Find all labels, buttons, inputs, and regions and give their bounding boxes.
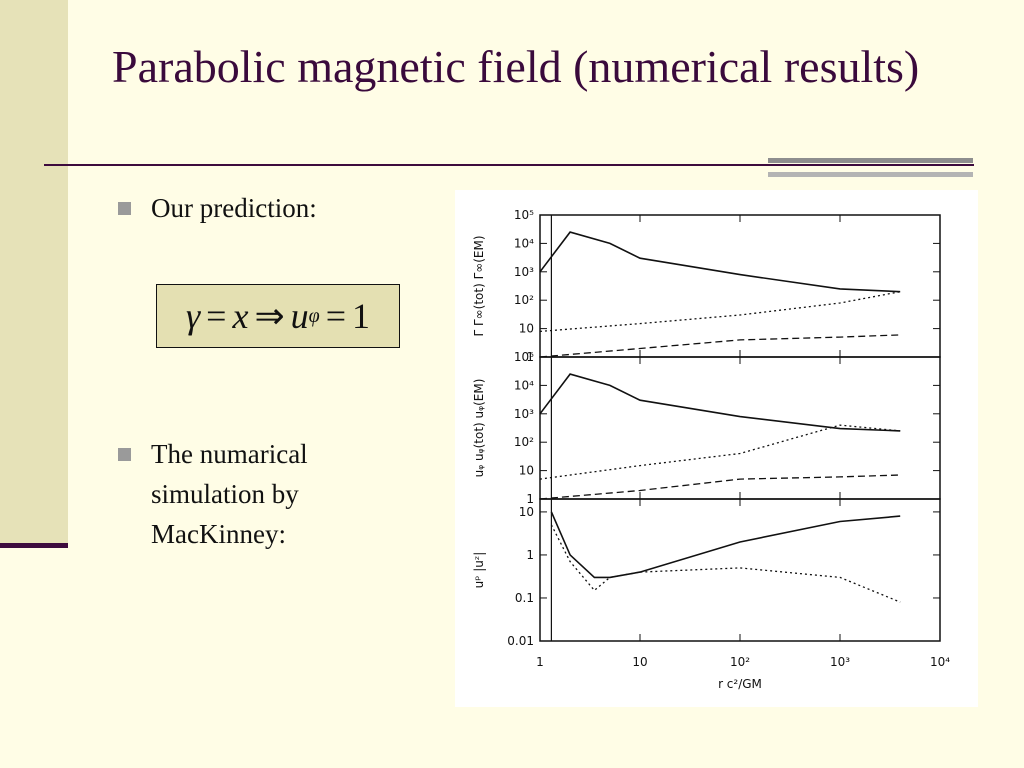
y-tick-label: 10² <box>514 293 534 307</box>
bullet-text: Our prediction: <box>151 188 418 228</box>
bullet-item-prediction: Our prediction: <box>118 188 418 228</box>
bullet-item-simulation: The numarical simulation by MacKinney: <box>118 434 418 554</box>
x-tick-label: 10² <box>730 655 750 669</box>
panel-frame-top <box>540 215 940 357</box>
formula-gamma: γ <box>186 295 200 337</box>
title-rule-accent <box>768 158 973 163</box>
bullet-text: The numarical simulation by MacKinney: <box>151 434 418 554</box>
slide-title: Parabolic magnetic field (numerical resu… <box>112 38 932 96</box>
left-accent-bar <box>0 0 68 545</box>
y-tick-label: 10 <box>519 464 534 478</box>
x-tick-label: 10 <box>632 655 647 669</box>
bullet-square-icon <box>118 448 131 461</box>
y-axis-label: uᵩ uᵩ(tot) uᵩ(EM) <box>472 379 486 478</box>
title-rule-accent-2 <box>768 172 973 177</box>
y-tick-label: 10⁵ <box>514 208 534 222</box>
formula-one: 1 <box>352 295 370 337</box>
y-tick-label: 1 <box>526 492 534 506</box>
x-tick-label: 10³ <box>830 655 850 669</box>
panel-frame-middle <box>540 357 940 499</box>
series-line-bottom-0 <box>551 512 900 578</box>
y-axis-label: uᵖ |uᶻ| <box>472 552 486 589</box>
series-line-bottom-1 <box>551 525 900 602</box>
formula-x: x <box>232 295 248 337</box>
series-line-middle-0 <box>540 374 900 431</box>
series-line-top-2 <box>540 335 900 357</box>
formula-equals-2: = <box>326 295 346 337</box>
y-tick-label: 10² <box>514 435 534 449</box>
bullet-square-icon <box>118 202 131 215</box>
series-line-middle-2 <box>540 475 900 499</box>
y-tick-label: 10 <box>519 322 534 336</box>
title-underline <box>44 164 974 166</box>
simulation-figure: 1 10 10² 10³ 10⁴ 10⁵ Γ Γ∞(tot) Γ∞(EM) 1 10 10² 10³… <box>455 190 978 707</box>
y-tick-label: 10 <box>519 505 534 519</box>
left-accent-line <box>0 543 68 548</box>
y-tick-label: 0.01 <box>507 634 534 648</box>
y-tick-label: 1 <box>526 548 534 562</box>
y-tick-label: 0.1 <box>515 591 534 605</box>
y-tick-label: 10³ <box>514 407 534 421</box>
x-axis-label: r c²/GM <box>718 677 762 691</box>
y-tick-label: 10⁴ <box>514 378 534 392</box>
x-tick-label: 10⁴ <box>930 655 950 669</box>
series-line-middle-1 <box>540 425 900 479</box>
formula-subscript: φ <box>309 305 320 328</box>
series-line-top-1 <box>540 292 900 332</box>
formula-implies: ⇒ <box>254 295 284 337</box>
formula-u: u <box>291 295 309 337</box>
y-tick-label: 10³ <box>514 265 534 279</box>
x-tick-label: 1 <box>536 655 544 669</box>
y-tick-label: 10⁵ <box>514 350 534 364</box>
formula-equals-1: = <box>206 295 226 337</box>
series-line-top-0 <box>540 232 900 292</box>
y-axis-label: Γ Γ∞(tot) Γ∞(EM) <box>472 235 486 336</box>
y-tick-label: 10⁴ <box>514 236 534 250</box>
panel-frame-bottom <box>540 499 940 641</box>
